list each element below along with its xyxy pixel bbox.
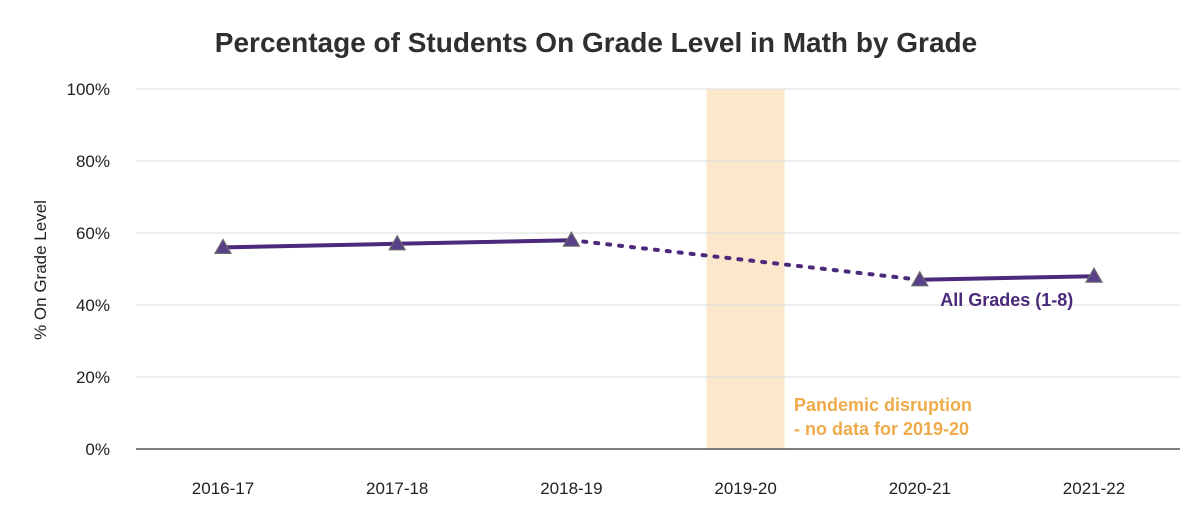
data-point-marker	[1084, 266, 1104, 283]
x-tick-label: 2021-22	[1063, 479, 1125, 498]
y-tick-label: 0%	[85, 440, 110, 459]
annotation-line: - no data for 2019-20	[794, 419, 969, 439]
y-tick-label: 80%	[76, 152, 110, 171]
x-tick-labels: 2016-17 2017-18 2018-19 2019-20 2020-21 2021-…	[192, 479, 1125, 498]
highlight-layer	[706, 89, 785, 449]
highlight-band	[706, 89, 785, 449]
x-tick-label: 2016-17	[192, 479, 254, 498]
data-point-marker	[388, 234, 407, 251]
chart-title: Percentage of Students On Grade Level in…	[215, 27, 977, 58]
data-point-marker	[910, 270, 929, 287]
y-axis-label: % On Grade Level	[31, 200, 50, 340]
x-tick-label: 2020-21	[889, 479, 951, 498]
x-tick-label: 2018-19	[540, 479, 602, 498]
y-tick-labels: 0% 20% 40% 60% 80% 100%	[67, 80, 110, 459]
data-point-marker	[562, 230, 581, 247]
series-gap-line	[569, 238, 922, 282]
annotation-line: Pandemic disruption	[794, 395, 972, 415]
data-point-marker	[213, 238, 233, 254]
series-line	[919, 274, 1095, 282]
grid-layer	[136, 88, 1180, 450]
y-tick-label: 40%	[76, 296, 110, 315]
series-layer: All Grades (1-8)	[213, 230, 1104, 310]
y-tick-label: 20%	[76, 368, 110, 387]
annotation-layer: Pandemic disruption - no data for 2019-20	[794, 395, 972, 439]
series-label: All Grades (1-8)	[940, 290, 1073, 310]
y-tick-label: 60%	[76, 224, 110, 243]
y-tick-label: 100%	[67, 80, 110, 99]
x-tick-label: 2019-20	[714, 479, 776, 498]
x-tick-label: 2017-18	[366, 479, 428, 498]
